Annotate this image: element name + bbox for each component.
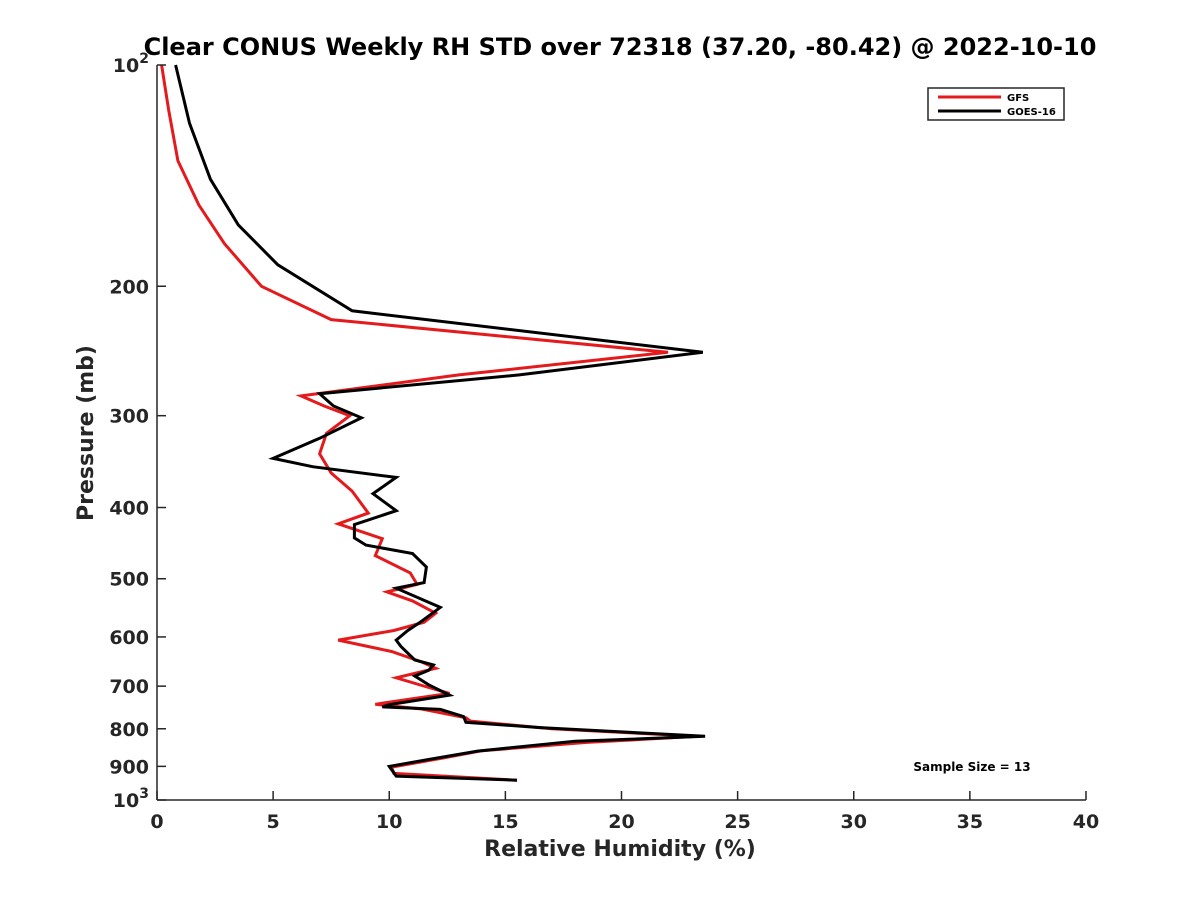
x-tick-label: 10 xyxy=(376,811,402,833)
y-axis-ticks: 102 200 300 400 500 600 700 800 900 103 xyxy=(109,51,166,812)
x-tick-label: 20 xyxy=(608,811,634,833)
x-tick-label: 0 xyxy=(150,811,163,833)
legend-label-goes-16: GOES-16 xyxy=(1007,107,1056,118)
x-tick-label: 25 xyxy=(724,811,750,833)
plot-area xyxy=(160,64,706,782)
x-tick-label: 35 xyxy=(957,811,983,833)
x-tick-label: 30 xyxy=(841,811,867,833)
x-axis-ticks: 0 5 10 15 20 25 30 35 40 xyxy=(150,791,1099,833)
x-tick-label: 40 xyxy=(1073,811,1099,833)
y-tick-label: 400 xyxy=(109,498,149,520)
y-tick-label: 800 xyxy=(109,719,149,741)
legend: GFS GOES-16 xyxy=(927,87,1065,121)
x-tick-label: 5 xyxy=(267,811,280,833)
y-axis-label: Pressure (mb) xyxy=(74,345,99,521)
y-tick-label: 102 xyxy=(113,51,149,77)
y-tick-label: 200 xyxy=(109,276,149,298)
series-line-goes-16 xyxy=(174,64,706,782)
x-axis-label: Relative Humidity (%) xyxy=(484,837,756,862)
chart-title: Clear CONUS Weekly RH STD over 72318 (37… xyxy=(144,33,1097,61)
y-tick-label: 900 xyxy=(109,756,149,778)
legend-box xyxy=(927,87,1065,121)
y-tick-label: 600 xyxy=(109,627,149,649)
y-tick-label: 700 xyxy=(109,676,149,698)
y-tick-label: 500 xyxy=(109,569,149,591)
series-line-gfs xyxy=(160,64,699,782)
y-tick-label: 103 xyxy=(113,786,149,812)
x-tick-label: 15 xyxy=(492,811,518,833)
axes xyxy=(156,65,1086,801)
legend-label-gfs: GFS xyxy=(1007,93,1029,104)
sample-size-annotation: Sample Size = 13 xyxy=(913,760,1030,774)
y-tick-label: 300 xyxy=(109,406,149,428)
